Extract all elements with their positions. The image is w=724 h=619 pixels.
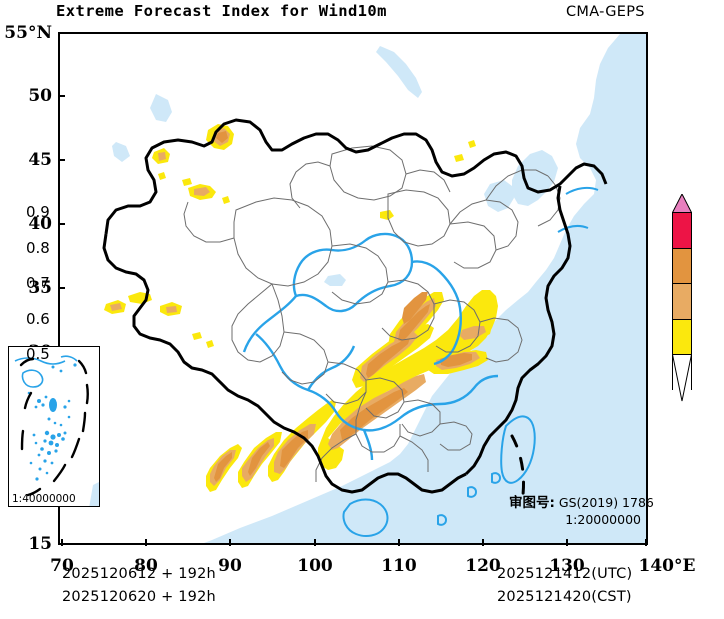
page-title: Extreme Forecast Index for Wind10m [56,2,387,20]
footer-init-utc: 2025120612 + 192h [62,566,216,582]
y-tick-label: 40 [28,214,52,234]
colorbar-tick-label: 0.6 [26,309,50,328]
ocean-polygons [112,34,646,543]
y-tick-mark [58,95,65,97]
y-tick-mark [58,159,65,161]
colorbar-separator [672,212,692,213]
colorbar-band-0.5-0.6 [672,318,692,355]
colorbar-band-0.7-0.8 [672,247,692,284]
x-tick-label: 120 [465,556,501,576]
south-china-sea-inset: 1:40000000 [8,346,100,507]
footer-valid-utc: 2025121412(UTC) [497,566,633,582]
y-tick-label: 45 [28,150,52,170]
coastline-detail [342,186,599,537]
x-tick-mark [61,539,63,546]
x-tick-mark [566,539,568,546]
x-tick-mark [645,539,647,546]
colorbar-bottom-arrow [672,354,692,402]
footer-valid-cst: 2025121420(CST) [497,589,632,605]
colorbar-tick-label: 0.5 [26,345,50,364]
model-source-label: CMA-GEPS [566,4,645,20]
x-tick-mark [145,539,147,546]
map-approval-box: 审图号: GS(2019) 1786 1:20000000 [506,494,654,529]
x-tick-label: 140°E [638,556,696,576]
inset-scale-label: 1:40000000 [12,493,76,505]
x-tick-label: 110 [381,556,417,576]
x-tick-mark [482,539,484,546]
colorbar-tick-label: 0.7 [26,274,50,293]
river-lines [242,232,499,461]
colorbar-separator [672,318,692,320]
national-border [102,118,608,494]
y-tick-label: 15 [28,534,52,554]
y-tick-label: 50 [28,86,52,106]
nine-dash-line [510,434,526,504]
colorbar-separator [672,247,692,249]
colorbar-tick-label: 0.9 [26,203,50,221]
x-tick-label: 130 [549,556,585,576]
y-tick-label: 35 [28,278,52,298]
y-tick-mark [58,32,65,34]
map-scale-label: 1:20000000 [565,511,641,527]
x-tick-label: 90 [218,556,242,576]
y-tick-mark [58,223,65,225]
x-tick-label: 80 [134,556,158,576]
approval-label: 审图号: [509,495,555,511]
colorbar-band-0.8-0.9 [672,212,692,248]
y-tick-mark [58,287,65,289]
colorbar-tick-label: 0.8 [26,238,50,257]
colorbar-band-0.6-0.7 [672,283,692,319]
y-tick-label: 55°N [4,23,52,43]
approval-number: GS(2019) 1786 [558,495,654,510]
inset-map-graphic [9,347,99,506]
colorbar-top-arrow [672,194,692,213]
map-plot-area [58,32,648,545]
x-tick-mark [314,539,316,546]
x-tick-mark [229,539,231,546]
x-tick-mark [398,539,400,546]
china-map-graphic [60,34,646,543]
efi-contour-shading [104,124,498,492]
x-tick-label: 70 [50,556,74,576]
footer-init-cst: 2025120620 + 192h [62,589,216,605]
approval-line: 审图号: GS(2019) 1786 [509,495,654,512]
colorbar-separator [672,283,692,285]
x-tick-label: 100 [297,556,333,576]
